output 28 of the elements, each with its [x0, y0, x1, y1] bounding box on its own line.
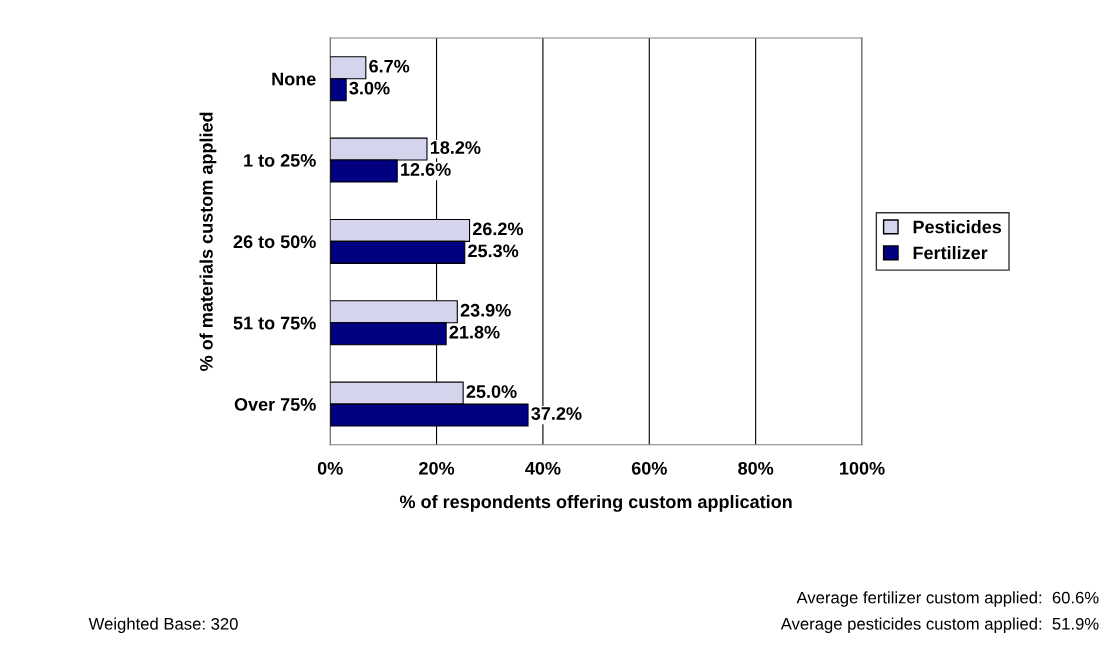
- x-tick-label: 0%: [317, 461, 343, 475]
- legend-label: Pesticides: [913, 220, 1002, 234]
- data-label: 23.9%: [460, 303, 511, 317]
- data-label: 25.0%: [466, 385, 517, 398]
- data-label: 25.3%: [468, 244, 519, 258]
- text: Average fertilizer custom applied: 60.6%: [796, 591, 1099, 607]
- y-tick-label: 26 to 50%: [233, 235, 316, 249]
- y-tick-label: 1 to 25%: [244, 154, 316, 167]
- data-label: 18.2%: [430, 141, 481, 154]
- text: Weighted Base: 320: [88, 617, 238, 634]
- legend-label: Fertilizer: [913, 246, 988, 260]
- y-axis-title: % of materials custom applied: [199, 112, 217, 371]
- y-tick-label: 51 to 75%: [233, 316, 316, 330]
- x-tick-label: 40%: [525, 461, 561, 475]
- x-tick-label: 60%: [631, 461, 667, 475]
- data-label: 21.8%: [449, 325, 500, 339]
- data-label: 37.2%: [531, 407, 582, 420]
- x-tick-label: 20%: [419, 461, 455, 475]
- x-axis-title: % of respondents offering custom application: [399, 494, 792, 512]
- y-tick-label: None: [272, 72, 316, 86]
- x-tick-label: 100%: [840, 461, 885, 475]
- data-label: 3.0%: [349, 81, 390, 95]
- y-tick-label: Over 75%: [234, 398, 316, 411]
- data-label: 12.6%: [401, 163, 451, 176]
- x-tick-label: 80%: [738, 461, 774, 475]
- data-label: 6.7%: [369, 59, 410, 73]
- text: Average pesticides custom applied: 51.9%: [780, 617, 1099, 634]
- data-label: 26.2%: [472, 222, 524, 236]
